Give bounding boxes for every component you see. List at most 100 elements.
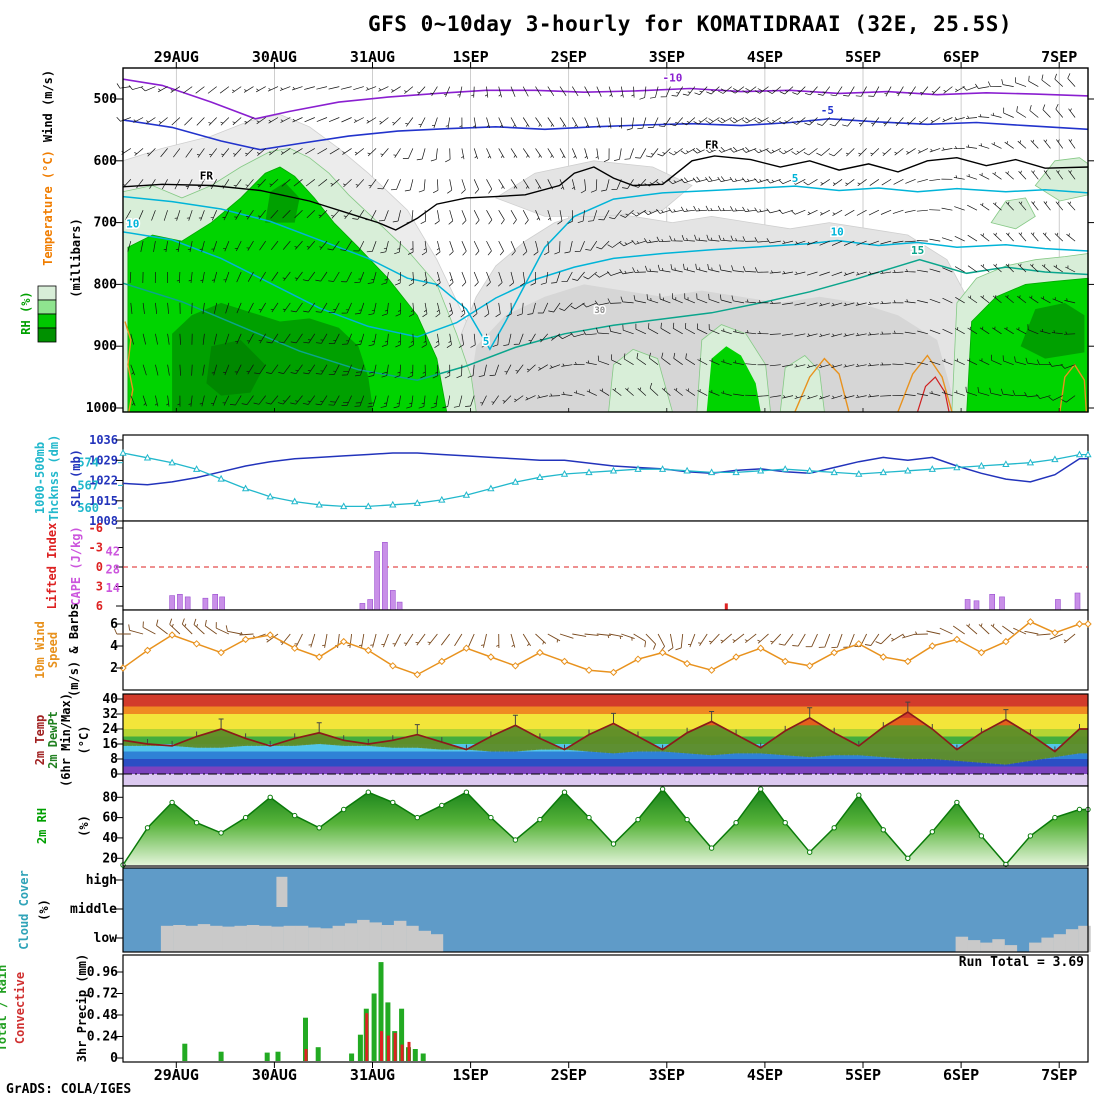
svg-text:high: high [86,873,117,888]
svg-text:2m DewPt: 2m DewPt [46,711,60,769]
svg-text:Run Total = 3.69: Run Total = 3.69 [959,955,1084,970]
svg-text:0.48: 0.48 [87,1008,118,1023]
svg-text:middle: middle [70,902,117,917]
svg-text:2m RH: 2m RH [35,808,49,844]
svg-text:80: 80 [102,790,118,805]
panel-precip: 0.96 0.72 0.48 0.24 0 Run Total = 3.69 [87,954,1089,1066]
svg-text:0: 0 [110,767,118,782]
svg-text:6SEP: 6SEP [943,48,979,66]
svg-text:30: 30 [594,306,605,316]
svg-text:Convective: Convective [13,972,27,1044]
svg-text:-5: -5 [821,104,834,117]
svg-text:4SEP: 4SEP [747,48,783,66]
panel-10m-wind: 6 4 2 [110,609,1092,691]
svg-text:1015: 1015 [89,494,118,508]
svg-text:1000: 1000 [86,401,117,416]
svg-text:0.24: 0.24 [87,1030,118,1045]
svg-text:(m/s) & Barbs: (m/s) & Barbs [67,603,81,697]
svg-text:10: 10 [126,218,139,231]
svg-text:(6hr Min/Max): (6hr Min/Max) [59,693,73,787]
svg-text:567: 567 [77,478,99,492]
svg-text:7SEP: 7SEP [1041,48,1077,66]
svg-text:3SEP: 3SEP [649,1066,685,1084]
svg-text:15: 15 [911,244,924,257]
svg-text:5: 5 [792,172,799,185]
svg-text:0: 0 [96,560,103,574]
panel-li-cape: -6 -3 0 3 6 42 28 14 [89,520,1089,613]
svg-text:42: 42 [106,544,120,558]
svg-text:900: 900 [94,339,118,354]
svg-text:Cloud Cover: Cloud Cover [17,870,31,949]
svg-text:0: 0 [110,1051,118,1066]
svg-text:Speed: Speed [46,632,60,668]
svg-text:3: 3 [96,580,103,594]
svg-text:4SEP: 4SEP [747,1066,783,1084]
svg-text:16: 16 [102,737,118,752]
svg-text:Thcknss (dm): Thcknss (dm) [47,435,61,522]
panel-2m-rh: 80 60 40 20 [102,785,1091,868]
svg-text:6: 6 [96,599,103,613]
svg-text:5: 5 [483,335,490,348]
svg-text:(°C): (°C) [77,726,91,755]
svg-text:28: 28 [106,563,120,577]
svg-text:6: 6 [110,617,118,632]
svg-text:600: 600 [94,154,118,169]
svg-text:4: 4 [110,639,118,654]
svg-text:1000-500mb: 1000-500mb [33,442,47,514]
svg-text:30AUG: 30AUG [252,48,297,66]
svg-text:Wind (m/s): Wind (m/s) [41,70,55,142]
svg-text:FR: FR [705,138,719,151]
panel-cloud-cover: high middle low [70,867,1091,953]
svg-text:-10: -10 [662,72,682,85]
svg-text:10m Wind: 10m Wind [33,621,47,679]
svg-text:3hr Precip (mm): 3hr Precip (mm) [75,954,89,1062]
svg-text:2: 2 [110,661,118,676]
svg-text:8: 8 [110,752,118,767]
svg-text:CAPE (J/kg): CAPE (J/kg) [69,526,83,605]
svg-text:560: 560 [77,501,99,515]
svg-text:30AUG: 30AUG [252,1066,297,1084]
svg-text:500: 500 [94,92,118,107]
svg-text:10: 10 [831,226,844,239]
svg-text:20: 20 [102,851,118,866]
panel-slp-thickness: 1036 1029 1022 1015 1008 574 567 560 [77,433,1092,528]
svg-text:1008: 1008 [89,514,118,528]
svg-text:1036: 1036 [89,433,118,447]
svg-text:800: 800 [94,277,118,292]
svg-text:7SEP: 7SEP [1041,1066,1077,1084]
svg-text:3SEP: 3SEP [649,48,685,66]
svg-text:29AUG: 29AUG [154,1066,199,1084]
svg-text:60: 60 [102,811,118,826]
svg-text:(%): (%) [37,899,51,921]
svg-text:FR: FR [200,169,214,182]
svg-text:29AUG: 29AUG [154,48,199,66]
chart-title: GFS 0~10day 3-hourly for KOMATIDRAAI (32… [368,12,1013,36]
svg-text:Temperature (°C): Temperature (°C) [41,150,55,266]
svg-text:0.72: 0.72 [87,987,118,1002]
panel-upper-air: -10 -5 FR FR 5 5 10 10 15 30 500 600 700 800 900 1000 [86,67,1094,416]
svg-text:32: 32 [102,707,118,722]
svg-text:-6: -6 [89,521,103,535]
svg-text:1029: 1029 [89,453,118,467]
svg-text:Lifted Index: Lifted Index [45,523,59,610]
svg-text:2SEP: 2SEP [551,1066,587,1084]
svg-text:(millibars): (millibars) [69,218,83,297]
svg-text:24: 24 [102,722,118,737]
svg-text:700: 700 [94,216,118,231]
svg-text:RH (%): RH (%) [19,291,33,334]
svg-text:-3: -3 [89,541,103,555]
svg-text:31AUG: 31AUG [350,48,395,66]
svg-text:40: 40 [102,692,118,707]
svg-text:14: 14 [106,581,120,595]
svg-text:6SEP: 6SEP [943,1066,979,1084]
svg-text:31AUG: 31AUG [350,1066,395,1084]
svg-text:(%): (%) [77,815,91,837]
svg-text:1022: 1022 [89,474,118,488]
svg-text:0.96: 0.96 [87,965,118,980]
svg-text:1SEP: 1SEP [453,1066,489,1084]
svg-text:2m Temp: 2m Temp [33,715,47,766]
svg-text:Total / Rain: Total / Rain [0,965,9,1052]
